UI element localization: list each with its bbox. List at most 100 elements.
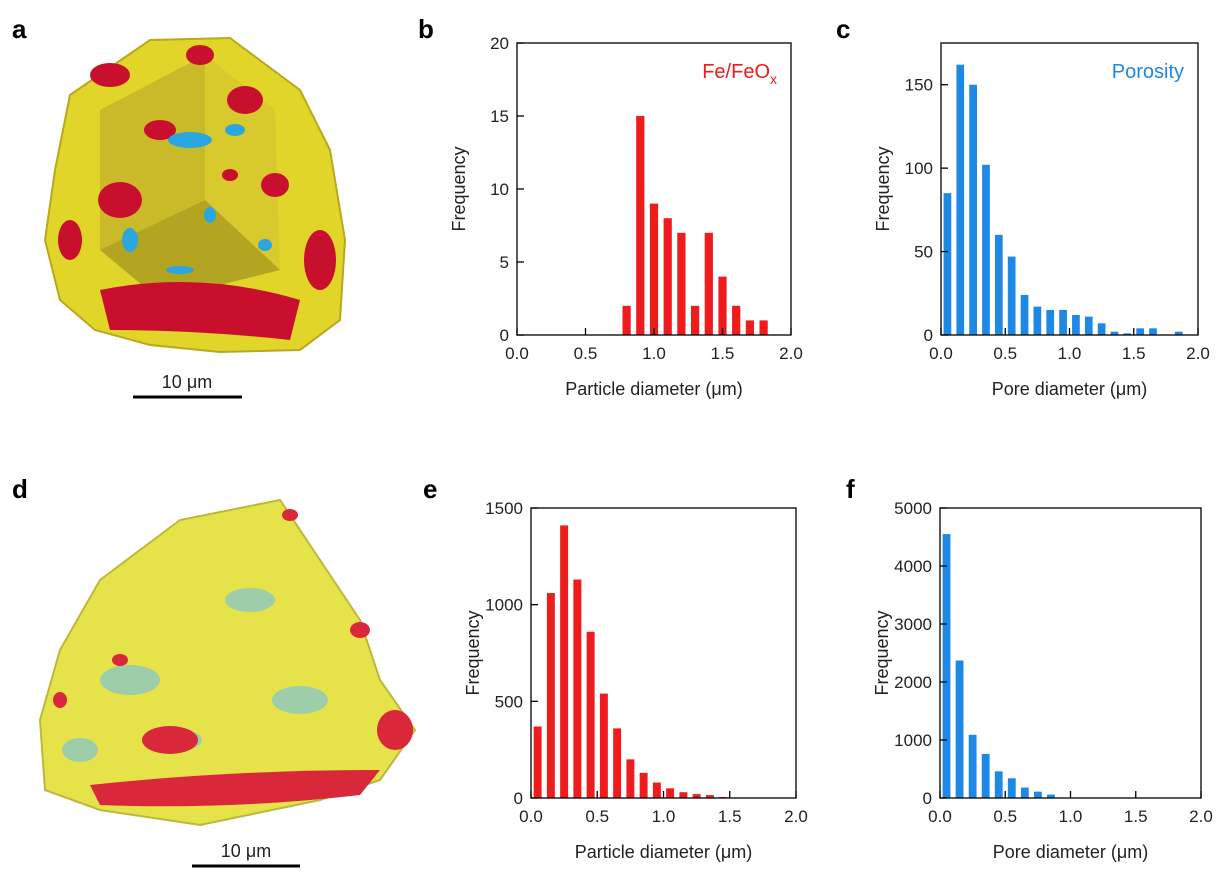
bar bbox=[704, 232, 713, 335]
bar bbox=[560, 525, 569, 798]
bar bbox=[955, 660, 964, 798]
bar bbox=[586, 631, 595, 798]
panel-label: d bbox=[12, 474, 28, 504]
bar bbox=[546, 593, 555, 798]
bar bbox=[1020, 787, 1029, 798]
panel-label: f bbox=[846, 474, 855, 504]
y-tick-label: 0 bbox=[500, 326, 509, 345]
bar bbox=[1020, 294, 1029, 335]
bar bbox=[677, 232, 686, 335]
bar bbox=[652, 782, 661, 798]
y-tick-label: 0 bbox=[924, 326, 933, 345]
y-tick-label: 0 bbox=[923, 789, 932, 808]
x-tick-label: 2.0 bbox=[779, 344, 803, 363]
panel-label: e bbox=[423, 474, 437, 504]
bar bbox=[1149, 328, 1157, 335]
x-tick-label: 2.0 bbox=[784, 807, 808, 826]
y-tick-label: 3000 bbox=[894, 615, 932, 634]
x-tick-label: 0.5 bbox=[993, 807, 1017, 826]
bar bbox=[981, 753, 990, 798]
panel-label: c bbox=[836, 14, 850, 44]
panel-label: b bbox=[418, 14, 434, 44]
y-axis-label: Frequency bbox=[872, 610, 892, 695]
bar bbox=[943, 193, 952, 335]
bar bbox=[692, 794, 701, 798]
bar bbox=[1174, 331, 1183, 335]
y-tick-label: 50 bbox=[914, 243, 933, 262]
y-tick-label: 150 bbox=[905, 76, 933, 95]
bar bbox=[1033, 791, 1042, 798]
bar bbox=[690, 305, 700, 335]
bar bbox=[599, 693, 608, 798]
bar bbox=[626, 759, 635, 798]
y-tick-label: 4000 bbox=[894, 557, 932, 576]
plot-frame bbox=[940, 42, 1199, 336]
bar bbox=[679, 792, 688, 798]
annotation: Fe/FeOx bbox=[702, 61, 777, 87]
x-tick-label: 0.0 bbox=[505, 344, 529, 363]
x-tick-label: 0.0 bbox=[519, 807, 543, 826]
bar bbox=[969, 84, 977, 335]
x-tick-label: 1.0 bbox=[652, 807, 676, 826]
bar bbox=[1110, 331, 1119, 335]
bar bbox=[1072, 314, 1080, 335]
x-tick-label: 2.0 bbox=[1186, 344, 1210, 363]
plot-frame bbox=[530, 507, 797, 799]
bar bbox=[1136, 328, 1145, 335]
annotation: Porosity bbox=[1112, 61, 1184, 83]
tomography-image bbox=[38, 498, 417, 827]
y-tick-label: 1500 bbox=[485, 499, 523, 518]
annotation-subscript: x bbox=[770, 71, 777, 87]
tomography-image bbox=[43, 36, 347, 354]
y-axis-label: Frequency bbox=[873, 146, 893, 231]
x-axis-label: Pore diameter (μm) bbox=[992, 379, 1147, 399]
bar bbox=[1084, 316, 1093, 335]
bar bbox=[573, 579, 582, 798]
bar bbox=[533, 726, 542, 798]
y-axis-label: Frequency bbox=[449, 146, 469, 231]
panel-label: a bbox=[12, 14, 27, 44]
x-axis-label: Particle diameter (μm) bbox=[565, 379, 742, 399]
y-tick-label: 2000 bbox=[894, 673, 932, 692]
x-tick-label: 2.0 bbox=[1189, 807, 1213, 826]
bar bbox=[613, 728, 622, 798]
x-axis-label: Particle diameter (μm) bbox=[575, 842, 752, 862]
x-tick-label: 0.5 bbox=[585, 807, 609, 826]
bar bbox=[1047, 794, 1055, 798]
y-axis-label: Frequency bbox=[463, 610, 483, 695]
bar bbox=[1097, 323, 1106, 335]
bar bbox=[1046, 309, 1055, 335]
bar bbox=[982, 164, 990, 335]
x-tick-label: 0.0 bbox=[928, 807, 952, 826]
x-tick-label: 1.0 bbox=[1059, 807, 1083, 826]
y-tick-label: 15 bbox=[490, 107, 509, 126]
annotation-text: Porosity bbox=[1112, 61, 1184, 83]
y-tick-label: 10 bbox=[490, 180, 509, 199]
y-tick-label: 5000 bbox=[894, 499, 932, 518]
x-tick-label: 1.5 bbox=[711, 344, 735, 363]
x-tick-label: 1.0 bbox=[642, 344, 666, 363]
annotation-text: Fe/FeO bbox=[702, 61, 770, 83]
y-tick-label: 20 bbox=[490, 34, 509, 53]
bar bbox=[639, 772, 648, 798]
bar bbox=[718, 276, 727, 335]
bar bbox=[1033, 306, 1042, 335]
y-tick-label: 100 bbox=[905, 159, 933, 178]
bar bbox=[1123, 333, 1132, 335]
y-tick-label: 1000 bbox=[485, 596, 523, 615]
y-tick-label: 5 bbox=[500, 253, 509, 272]
x-tick-label: 1.5 bbox=[1122, 344, 1146, 363]
x-tick-label: 1.0 bbox=[1058, 344, 1082, 363]
bar bbox=[968, 734, 977, 798]
bar bbox=[666, 788, 675, 798]
scale-bar-label: 10 μm bbox=[162, 372, 212, 392]
bar bbox=[994, 771, 1003, 798]
x-tick-label: 1.5 bbox=[718, 807, 742, 826]
bar bbox=[759, 320, 768, 335]
y-tick-label: 500 bbox=[495, 692, 523, 711]
y-tick-label: 1000 bbox=[894, 731, 932, 750]
bar bbox=[636, 116, 645, 335]
x-tick-label: 1.5 bbox=[1124, 807, 1148, 826]
bar bbox=[956, 64, 965, 335]
